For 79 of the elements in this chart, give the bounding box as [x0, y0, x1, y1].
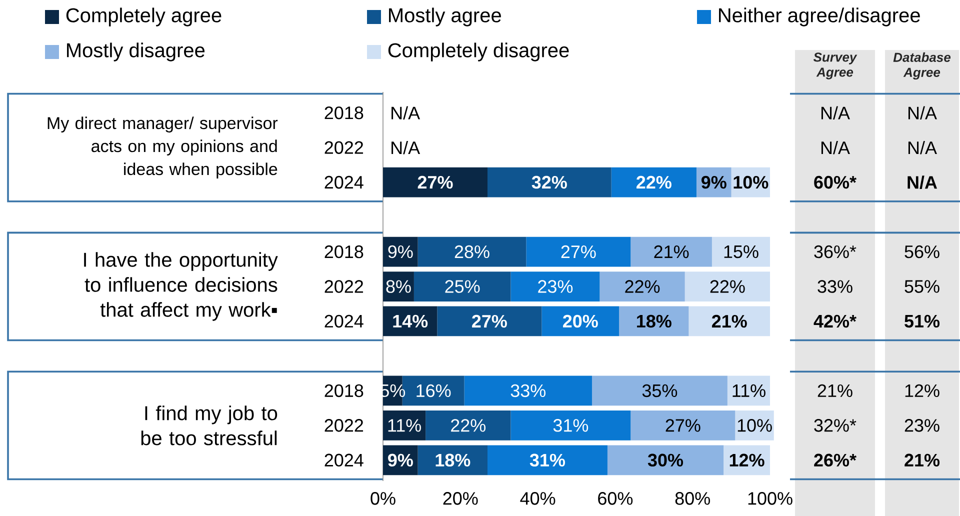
- text: 56%: [904, 245, 940, 258]
- legend-label: Mostly disagree: [67, 42, 205, 62]
- y-tick-label: 2022: [324, 419, 364, 432]
- data-label: 23%: [538, 280, 573, 293]
- text: N/A: [392, 106, 420, 120]
- text: My direct manager/ supervisor acts on my opinions and ideas when possible: [48, 116, 278, 178]
- text: 21%: [818, 384, 852, 398]
- y-tick-label: 2018: [324, 106, 364, 120]
- data-label: 18%: [637, 314, 672, 328]
- text: N/A: [392, 140, 420, 154]
- y-tick-label: 2024: [324, 176, 364, 189]
- text: 42%*: [814, 314, 856, 328]
- y-tick-label: 2024: [324, 454, 364, 467]
- data-label: 30%: [648, 454, 684, 467]
- x-tick-label: 40%: [520, 492, 556, 505]
- data-label: 33%: [510, 384, 546, 398]
- data-label: 10%: [738, 419, 772, 432]
- data-label: 27%: [561, 245, 596, 258]
- data-label: 28%: [454, 245, 490, 258]
- data-label: 22%: [451, 419, 486, 432]
- data-label: 15%: [724, 245, 758, 258]
- data-label: 14%: [393, 314, 428, 328]
- data-label: 31%: [530, 454, 566, 467]
- data-label: 31%: [553, 419, 588, 432]
- text: N/A: [908, 176, 938, 189]
- data-label: 22%: [636, 176, 672, 189]
- text: Survey Agree: [813, 52, 858, 80]
- text: I have the opportunity to influence decisions that affect my work▪: [84, 252, 278, 321]
- data-label: 25%: [445, 280, 480, 293]
- text: 23%: [904, 419, 940, 432]
- data-label: 9%: [388, 454, 413, 467]
- text: N/A: [908, 140, 937, 154]
- text: 60%*: [814, 176, 856, 189]
- y-tick-label: 2024: [324, 314, 364, 328]
- text: 36%*: [814, 245, 856, 258]
- text: N/A: [821, 140, 850, 154]
- data-label: 10%: [734, 176, 768, 189]
- data-label: 18%: [436, 454, 470, 467]
- data-label: 27%: [472, 314, 507, 328]
- text: I find my job to be too stressful: [141, 406, 278, 446]
- data-label: 16%: [416, 384, 451, 398]
- text: 55%: [904, 280, 940, 293]
- data-label: 11%: [388, 419, 421, 432]
- data-label: 9%: [388, 245, 413, 258]
- data-label: 8%: [386, 280, 411, 293]
- data-label: 21%: [654, 245, 689, 258]
- x-tick-label: 0%: [370, 492, 396, 505]
- text: 32%*: [814, 419, 856, 432]
- data-label: 32%: [532, 176, 567, 189]
- text: 26%*: [814, 454, 856, 467]
- y-tick-label: 2018: [324, 245, 364, 258]
- text: N/A: [908, 106, 937, 120]
- data-label: 11%: [732, 384, 766, 397]
- text: 33%: [818, 280, 852, 293]
- text: 12%: [905, 384, 940, 398]
- data-label: 27%: [418, 176, 453, 189]
- x-tick-label: 80%: [675, 492, 710, 505]
- data-label: 22%: [625, 280, 660, 293]
- data-label: 20%: [563, 314, 598, 328]
- legend-label: Completely disagree: [388, 42, 569, 62]
- x-tick-label: 100%: [748, 492, 792, 505]
- y-tick-label: 2022: [324, 280, 364, 293]
- legend-label: Completely agree: [66, 8, 222, 26]
- text: 21%: [904, 454, 940, 467]
- x-tick-label: 60%: [598, 492, 633, 505]
- x-tick-label: 20%: [443, 492, 478, 505]
- legend-label: Neither agree/disagree: [719, 8, 920, 26]
- data-label: 35%: [642, 384, 678, 398]
- data-label: 22%: [710, 280, 745, 293]
- data-label: 9%: [702, 176, 726, 189]
- data-label: 21%: [712, 314, 747, 328]
- text: Database Agree: [893, 52, 951, 80]
- y-tick-label: 2018: [324, 384, 364, 398]
- y-tick-label: 2022: [324, 141, 364, 154]
- legend-label: Mostly agree: [389, 8, 501, 26]
- text: N/A: [821, 106, 850, 120]
- data-label: 27%: [666, 419, 700, 432]
- data-label: 12%: [730, 454, 764, 466]
- text: 51%: [904, 314, 940, 328]
